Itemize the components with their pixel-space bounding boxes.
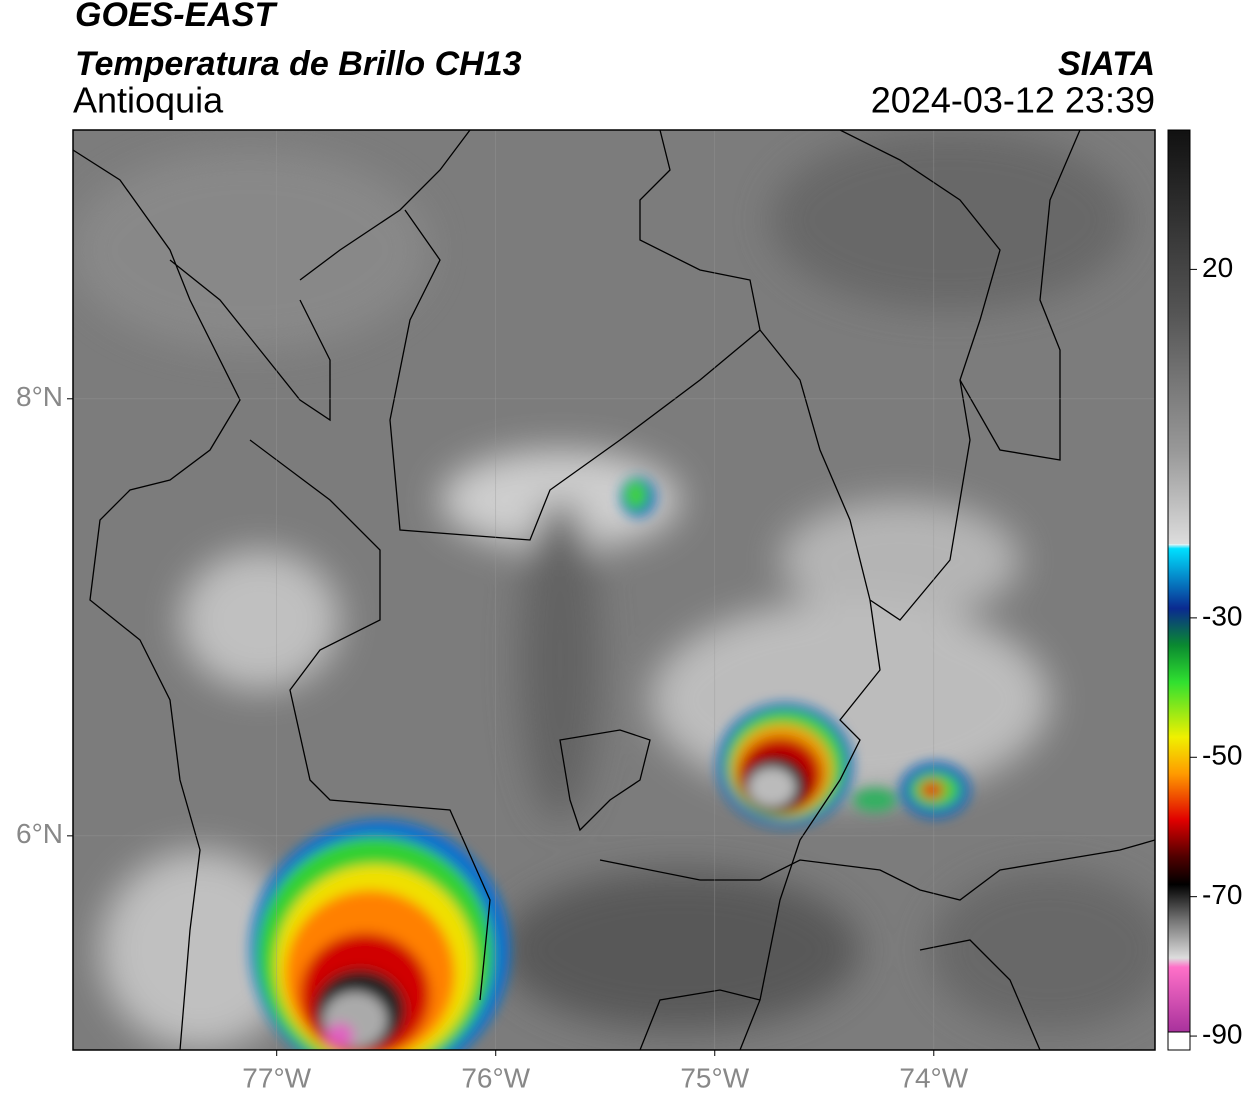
source: SIATA <box>1058 45 1155 83</box>
title: GOES-EAST <box>75 0 278 34</box>
colorbar-extension <box>1167 1031 1191 1051</box>
colorbar-tick-label: 20 <box>1202 252 1233 283</box>
colorbar-tick-label: -30 <box>1202 600 1242 631</box>
graticule <box>73 130 1155 1050</box>
colorbar-tick-label: -70 <box>1202 879 1242 910</box>
y-tick-label: 6°N <box>16 818 63 849</box>
region: Antioquia <box>73 80 224 121</box>
datetime: 2024-03-12 23:39 <box>871 80 1155 121</box>
x-tick-label: 74°W <box>899 1062 968 1093</box>
colorbar-tick-label: -50 <box>1202 740 1242 771</box>
map-frame <box>72 129 1156 1051</box>
x-tick-label: 77°W <box>242 1062 311 1093</box>
colorbar <box>1167 129 1191 1051</box>
map-image <box>73 130 1155 1050</box>
x-tick-label: 76°W <box>461 1062 530 1093</box>
colorbar-tick-label: -90 <box>1202 1018 1242 1049</box>
subtitle: Temperatura de Brillo CH13 <box>75 45 522 83</box>
y-tick-label: 8°N <box>16 381 63 412</box>
x-tick-label: 75°W <box>680 1062 749 1093</box>
